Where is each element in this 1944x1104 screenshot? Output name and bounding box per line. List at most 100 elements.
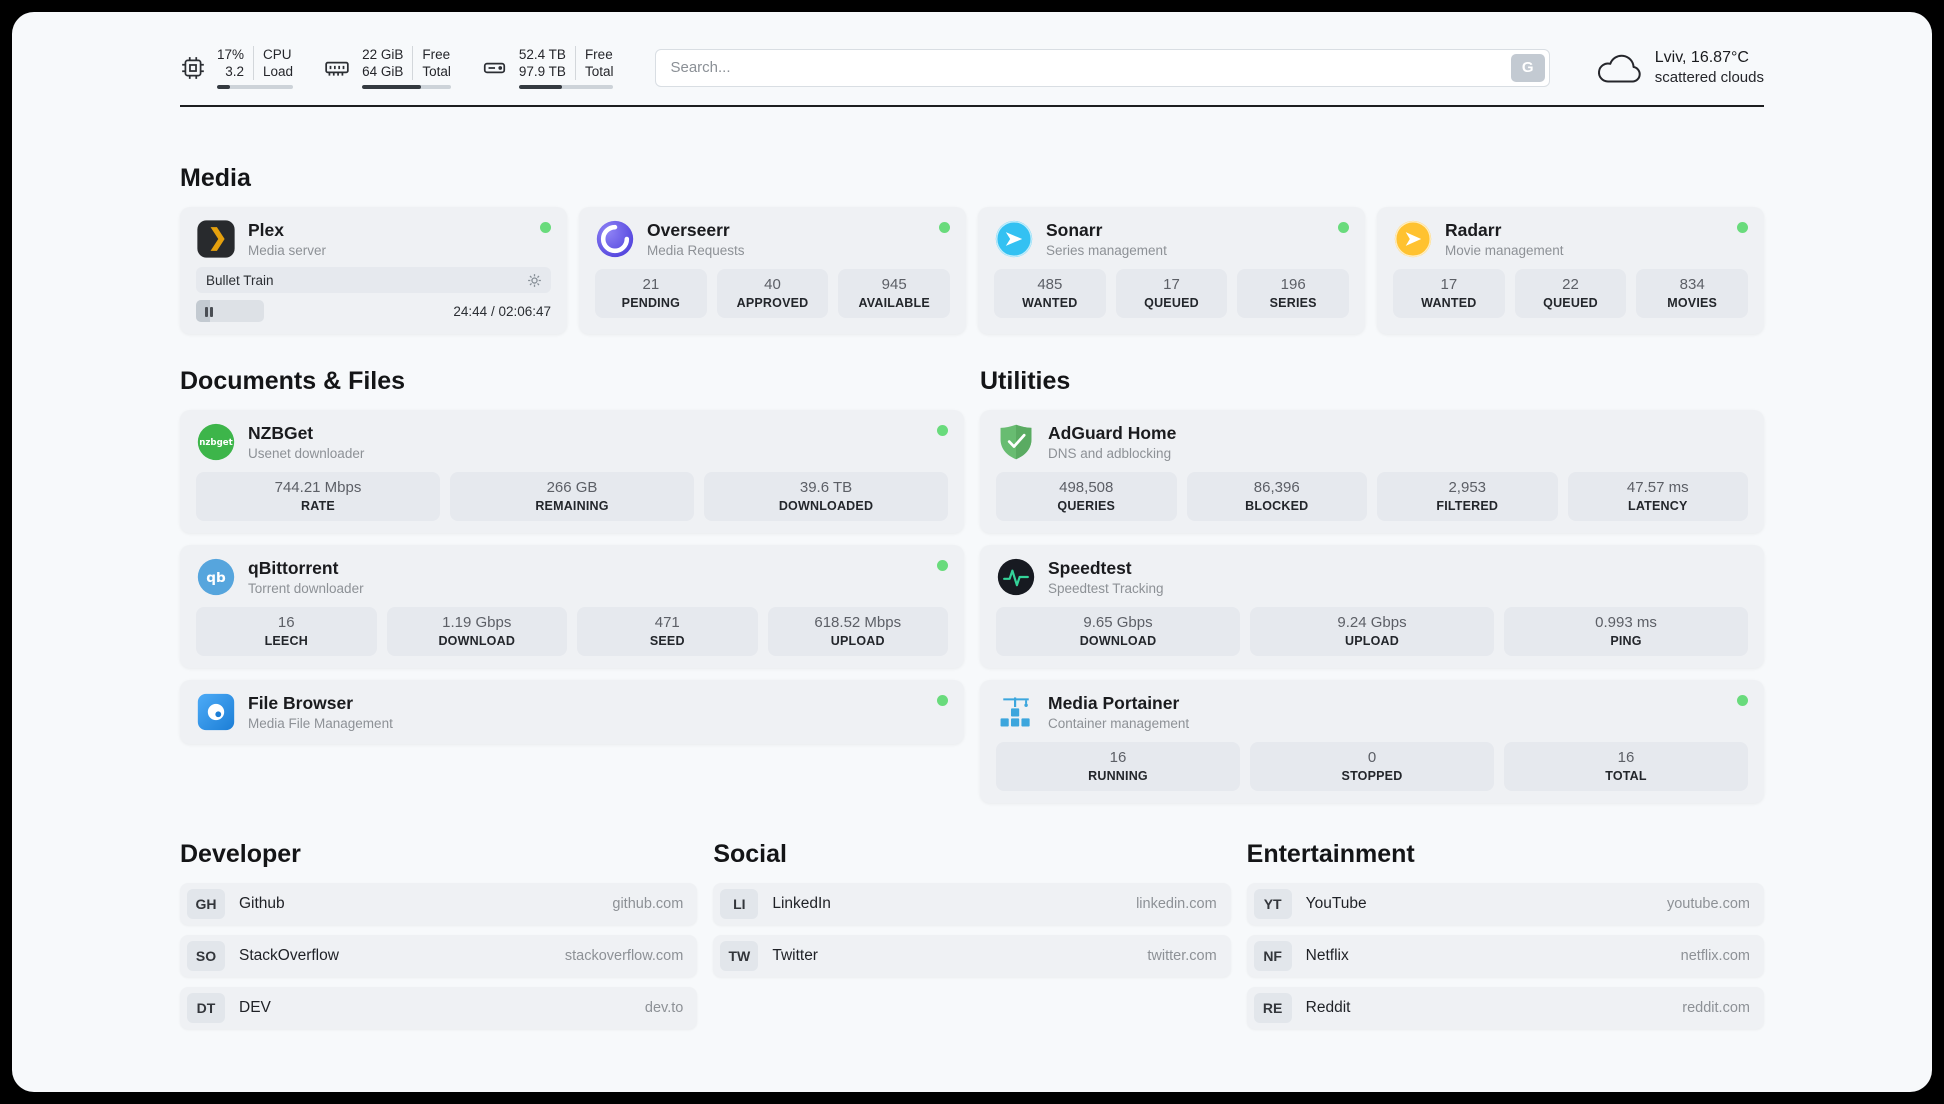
bookmark-url: dev.to — [644, 1000, 684, 1016]
app-name: NZBGet — [248, 423, 314, 443]
header-divider — [180, 105, 1764, 107]
ram-total-value: 64 GiB — [362, 64, 404, 79]
app-subtitle: Series management — [1046, 243, 1167, 258]
cpu-progress-fill — [217, 85, 230, 89]
stat-tile: 17 WANTED — [1393, 269, 1505, 318]
adguard-icon — [996, 422, 1036, 462]
bookmark-youtube[interactable]: YT YouTube youtube.com — [1246, 883, 1764, 925]
player-progress-bar[interactable] — [196, 300, 264, 322]
ram-icon — [323, 55, 351, 81]
app-name: qBittorrent — [248, 558, 339, 578]
app-card-speedtest[interactable]: Speedtest Speedtest Tracking 9.65 Gbps D… — [980, 545, 1764, 668]
ram-label-top: Free — [422, 47, 451, 62]
svg-text:nzbget: nzbget — [199, 438, 232, 448]
app-card-qbittorrent[interactable]: qb qBittorrent Torrent downloader 16 LEE… — [180, 545, 964, 668]
nzbget-icon: nzbget — [196, 422, 236, 462]
weather-widget: Lviv, 16.87°C scattered clouds — [1596, 49, 1764, 86]
app-name: File Browser — [248, 693, 354, 713]
cloud-icon — [1596, 52, 1642, 84]
disk-icon — [481, 55, 508, 81]
stat-tile: 16 LEECH — [196, 607, 377, 656]
bookmark-url: twitter.com — [1147, 948, 1217, 964]
bookmark-url: netflix.com — [1680, 948, 1750, 964]
app-subtitle: Media server — [248, 243, 327, 258]
disk-total-value: 97.9 TB — [518, 64, 566, 79]
stat-tile: 0 STOPPED — [1250, 742, 1494, 791]
bookmark-twitter[interactable]: TW Twitter twitter.com — [713, 935, 1231, 977]
bookmark-abbr: NF — [1253, 941, 1292, 971]
section-media: Media Plex Media server — [180, 163, 1764, 334]
status-dot — [939, 222, 950, 233]
app-card-sonarr[interactable]: Sonarr Series management 485 WANTED 17 Q… — [978, 207, 1365, 334]
playback-time: 24:44 / 02:06:47 — [453, 303, 551, 319]
stat-tile: 17 QUEUED — [1115, 269, 1228, 318]
app-subtitle: Torrent downloader — [248, 581, 364, 596]
bookmark-url: github.com — [612, 896, 684, 912]
app-card-nzbget[interactable]: nzbget NZBGet Usenet downloader 744.21 M… — [180, 410, 964, 533]
bookmark-name: StackOverflow — [239, 947, 339, 964]
search-engine-button[interactable]: G — [1510, 53, 1545, 82]
bookmark-abbr: GH — [187, 889, 225, 919]
cpu-usage-value: 17% — [217, 47, 245, 62]
stat-tile: 9.24 Gbps UPLOAD — [1250, 607, 1494, 656]
bookmark-stackoverflow[interactable]: SO StackOverflow stackoverflow.com — [180, 935, 698, 977]
app-card-radarr[interactable]: Radarr Movie management 17 WANTED 22 QUE… — [1377, 207, 1764, 334]
stat-tile: 47.57 ms LATENCY — [1567, 472, 1748, 521]
section-title-documents: Documents & Files — [180, 367, 406, 395]
status-dot — [937, 560, 948, 571]
weather-location: Lviv, 16.87°C — [1654, 49, 1749, 66]
bookmark-linkedin[interactable]: LI LinkedIn linkedin.com — [713, 883, 1231, 925]
bookmark-abbr: TW — [720, 941, 759, 971]
bookmark-dev[interactable]: DT DEV dev.to — [180, 987, 698, 1029]
svg-text:qb: qb — [206, 570, 226, 586]
bookmark-abbr: DT — [187, 993, 225, 1023]
stat-tile: 266 GB REMAINING — [450, 472, 694, 521]
bookmark-name: DEV — [239, 999, 271, 1016]
app-subtitle: Media File Management — [248, 716, 393, 731]
cpu-progress-bar — [217, 85, 294, 89]
metric-cpu: 17% 3.2 CPU Load — [180, 46, 294, 89]
stat-tile: 945 AVAILABLE — [838, 269, 951, 318]
qbittorrent-icon: qb — [196, 557, 236, 597]
bookmark-reddit[interactable]: RE Reddit reddit.com — [1246, 987, 1764, 1029]
section-utilities: Utilities AdGuard Home — [980, 366, 1764, 803]
bookmark-url: reddit.com — [1682, 1000, 1750, 1016]
app-card-portainer[interactable]: Media Portainer Container management 16 … — [980, 680, 1764, 803]
app-subtitle: Usenet downloader — [248, 446, 365, 461]
app-card-adguard[interactable]: AdGuard Home DNS and adblocking 498,508 … — [980, 410, 1764, 533]
stat-tile: 0.993 ms PING — [1504, 607, 1748, 656]
bookmark-netflix[interactable]: NF Netflix netflix.com — [1246, 935, 1764, 977]
disk-label-top: Free — [584, 47, 613, 62]
app-card-plex[interactable]: Plex Media server Bullet Train — [180, 207, 567, 334]
sonarr-icon — [994, 219, 1034, 259]
disk-progress-bar — [518, 85, 614, 89]
app-card-overseerr[interactable]: Overseerr Media Requests 21 PENDING 40 A… — [579, 207, 966, 334]
search-input[interactable] — [655, 48, 1550, 87]
status-dot — [1737, 695, 1748, 706]
app-name: Plex — [248, 220, 284, 240]
cpu-label-top: CPU — [263, 47, 292, 62]
app-name: Radarr — [1445, 220, 1502, 240]
bookmark-name: Twitter — [772, 947, 818, 964]
cpu-label-bottom: Load — [263, 64, 294, 79]
section-documents: Documents & Files nzbget NZBGet Usenet d — [180, 366, 964, 744]
stat-tile: 21 PENDING — [595, 269, 707, 318]
bookmark-github[interactable]: GH Github github.com — [180, 883, 698, 925]
plex-icon — [196, 219, 236, 259]
section-entertainment: Entertainment YT YouTube youtube.com NF … — [1246, 839, 1764, 1039]
stat-tile: 16 RUNNING — [996, 742, 1240, 791]
search-bar: G — [655, 48, 1550, 87]
status-dot — [937, 695, 948, 706]
bookmark-url: linkedin.com — [1136, 896, 1217, 912]
app-subtitle: Media Requests — [647, 243, 745, 258]
system-metrics: 17% 3.2 CPU Load — [180, 46, 614, 89]
app-name: Speedtest — [1048, 558, 1132, 578]
ram-progress-fill — [362, 85, 421, 89]
status-dot — [937, 425, 948, 436]
gear-icon[interactable] — [526, 272, 543, 289]
app-name: Overseerr — [647, 220, 730, 240]
app-card-filebrowser[interactable]: File Browser Media File Management — [180, 680, 964, 744]
app-subtitle: Container management — [1048, 716, 1190, 731]
overseerr-icon — [595, 219, 635, 259]
pause-icon[interactable] — [204, 305, 214, 322]
